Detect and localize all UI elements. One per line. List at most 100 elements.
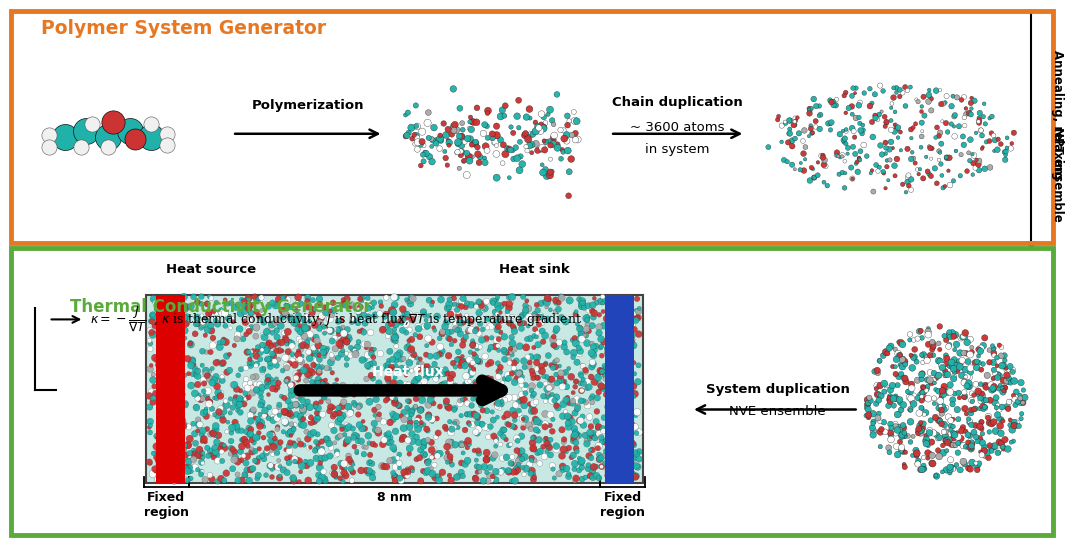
Point	[510, 96, 527, 105]
Point	[998, 371, 1015, 379]
Point	[823, 98, 840, 106]
Point	[623, 337, 640, 346]
Point	[227, 393, 244, 402]
Point	[243, 444, 260, 453]
Point	[594, 299, 611, 307]
Point	[205, 453, 222, 461]
Text: 8 nm: 8 nm	[377, 491, 413, 505]
Point	[930, 156, 947, 164]
Point	[240, 294, 257, 302]
Point	[188, 313, 205, 322]
Point	[620, 392, 637, 401]
Point	[295, 407, 312, 416]
Point	[176, 301, 193, 310]
Point	[962, 367, 980, 376]
Point	[194, 426, 212, 435]
Point	[894, 445, 912, 454]
Point	[546, 307, 564, 316]
Point	[315, 352, 333, 361]
Point	[514, 372, 531, 381]
Point	[427, 473, 444, 482]
Point	[384, 410, 402, 419]
Point	[518, 335, 536, 343]
Point	[563, 372, 580, 381]
Point	[918, 384, 935, 393]
Point	[603, 375, 620, 383]
Point	[513, 390, 530, 399]
Point	[287, 455, 305, 464]
Point	[582, 300, 599, 309]
Point	[565, 451, 582, 460]
Point	[296, 314, 313, 323]
Point	[906, 390, 923, 399]
Point	[522, 114, 539, 122]
Point	[956, 388, 973, 397]
Point	[591, 311, 608, 319]
Point	[157, 350, 174, 359]
Point	[859, 152, 876, 161]
Point	[875, 418, 892, 426]
Point	[860, 399, 877, 407]
Point	[868, 390, 886, 399]
Text: Polymerization: Polymerization	[252, 99, 364, 112]
Point	[545, 473, 563, 482]
Point	[366, 406, 383, 414]
Point	[484, 133, 501, 141]
Point	[971, 116, 988, 124]
Point	[537, 423, 554, 431]
Point	[500, 441, 517, 450]
Point	[268, 361, 285, 370]
Point	[387, 337, 404, 346]
Point	[406, 378, 423, 387]
Point	[985, 374, 1002, 383]
Point	[919, 376, 936, 384]
Point	[559, 146, 577, 155]
Point	[417, 468, 434, 477]
Point	[552, 155, 569, 163]
Point	[516, 363, 534, 372]
Point	[433, 329, 450, 338]
Point	[603, 454, 620, 463]
Point	[948, 460, 966, 469]
Point	[849, 168, 866, 176]
Point	[786, 165, 804, 174]
Point	[585, 462, 603, 471]
Point	[218, 428, 235, 436]
Point	[230, 300, 247, 309]
Point	[339, 436, 356, 444]
Point	[937, 403, 955, 412]
Point	[941, 328, 958, 336]
Point	[357, 343, 375, 352]
Point	[283, 342, 300, 351]
Point	[201, 375, 218, 383]
Point	[312, 410, 329, 418]
Point	[503, 333, 521, 342]
Point	[167, 449, 185, 458]
Point	[271, 472, 288, 480]
Point	[291, 368, 308, 377]
Point	[83, 120, 100, 128]
Point	[334, 382, 351, 390]
Point	[940, 167, 957, 175]
Point	[473, 420, 490, 429]
Point	[865, 187, 882, 196]
Point	[573, 330, 591, 339]
Point	[311, 317, 328, 325]
Point	[624, 420, 642, 429]
Point	[413, 477, 430, 485]
Point	[436, 322, 454, 331]
Point	[503, 422, 521, 430]
Point	[285, 477, 302, 485]
Text: Annealing, relaxing: Annealing, relaxing	[1051, 50, 1064, 180]
Point	[237, 307, 254, 316]
Point	[419, 118, 436, 127]
Point	[225, 317, 242, 326]
Point	[281, 441, 298, 450]
Point	[360, 363, 377, 372]
Point	[224, 381, 241, 389]
Point	[473, 301, 490, 310]
Point	[292, 299, 309, 308]
Point	[919, 167, 936, 176]
Point	[918, 353, 935, 361]
Point	[915, 383, 932, 391]
